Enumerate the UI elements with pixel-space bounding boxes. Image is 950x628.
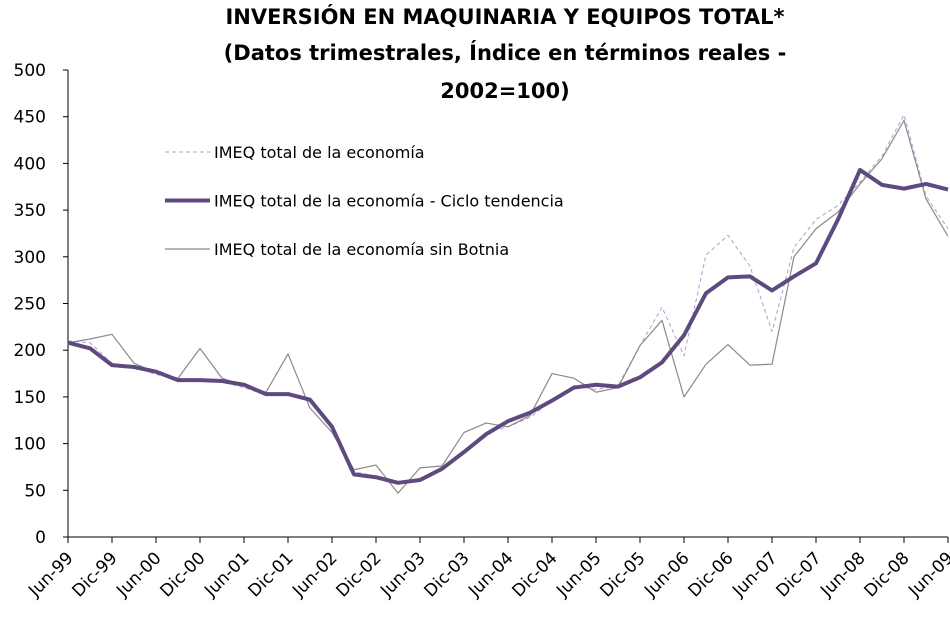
y-tick-label: 250: [14, 295, 46, 315]
series-line: [67, 119, 949, 494]
y-tick-label: 400: [14, 154, 46, 174]
x-tick-label: Jun-99: [24, 548, 77, 601]
y-tick-label: 50: [24, 481, 46, 501]
x-tick-label: Jun-01: [200, 548, 253, 601]
chart-title: 2002=100): [440, 79, 569, 103]
y-tick-label: 100: [14, 435, 46, 455]
series-line: [67, 114, 949, 485]
x-tick-label: Jun-09: [904, 548, 950, 601]
x-tick-label: Dic-00: [157, 548, 210, 601]
legend-label: IMEQ total de la economía: [214, 143, 425, 162]
x-tick-label: Jun-04: [464, 548, 517, 601]
x-tick-label: Dic-08: [861, 548, 914, 601]
x-tick-label: Dic-06: [685, 548, 738, 601]
legend-label: IMEQ total de la economía sin Botnia: [214, 240, 509, 259]
y-tick-label: 150: [14, 388, 46, 408]
x-tick-label: Jun-03: [376, 548, 429, 601]
x-tick-label: Dic-01: [245, 548, 298, 601]
x-tick-label: Jun-00: [112, 548, 165, 601]
x-tick-label: Jun-06: [640, 548, 693, 601]
x-tick-label: Jun-08: [816, 548, 869, 601]
x-tick-label: Jun-05: [552, 548, 605, 601]
x-tick-label: Dic-03: [421, 548, 474, 601]
x-tick-label: Dic-99: [69, 548, 122, 601]
chart-title: INVERSIÓN EN MAQUINARIA Y EQUIPOS TOTAL*: [225, 4, 784, 29]
y-tick-label: 0: [35, 528, 46, 548]
x-tick-label: Jun-02: [288, 548, 341, 601]
x-tick-label: Dic-04: [509, 548, 562, 601]
x-tick-label: Jun-07: [728, 548, 781, 601]
series-line: [67, 167, 949, 485]
x-tick-label: Dic-02: [333, 548, 386, 601]
legend-label: IMEQ total de la economía - Ciclo tenden…: [214, 192, 564, 211]
x-tick-label: Dic-07: [773, 548, 826, 601]
y-tick-label: 450: [14, 108, 46, 128]
y-tick-label: 200: [14, 341, 46, 361]
chart-title: (Datos trimestrales, Índice en términos …: [224, 40, 787, 65]
y-tick-label: 500: [14, 61, 46, 81]
y-tick-label: 350: [14, 201, 46, 221]
x-tick-label: Dic-05: [597, 548, 650, 601]
y-tick-label: 300: [14, 248, 46, 268]
